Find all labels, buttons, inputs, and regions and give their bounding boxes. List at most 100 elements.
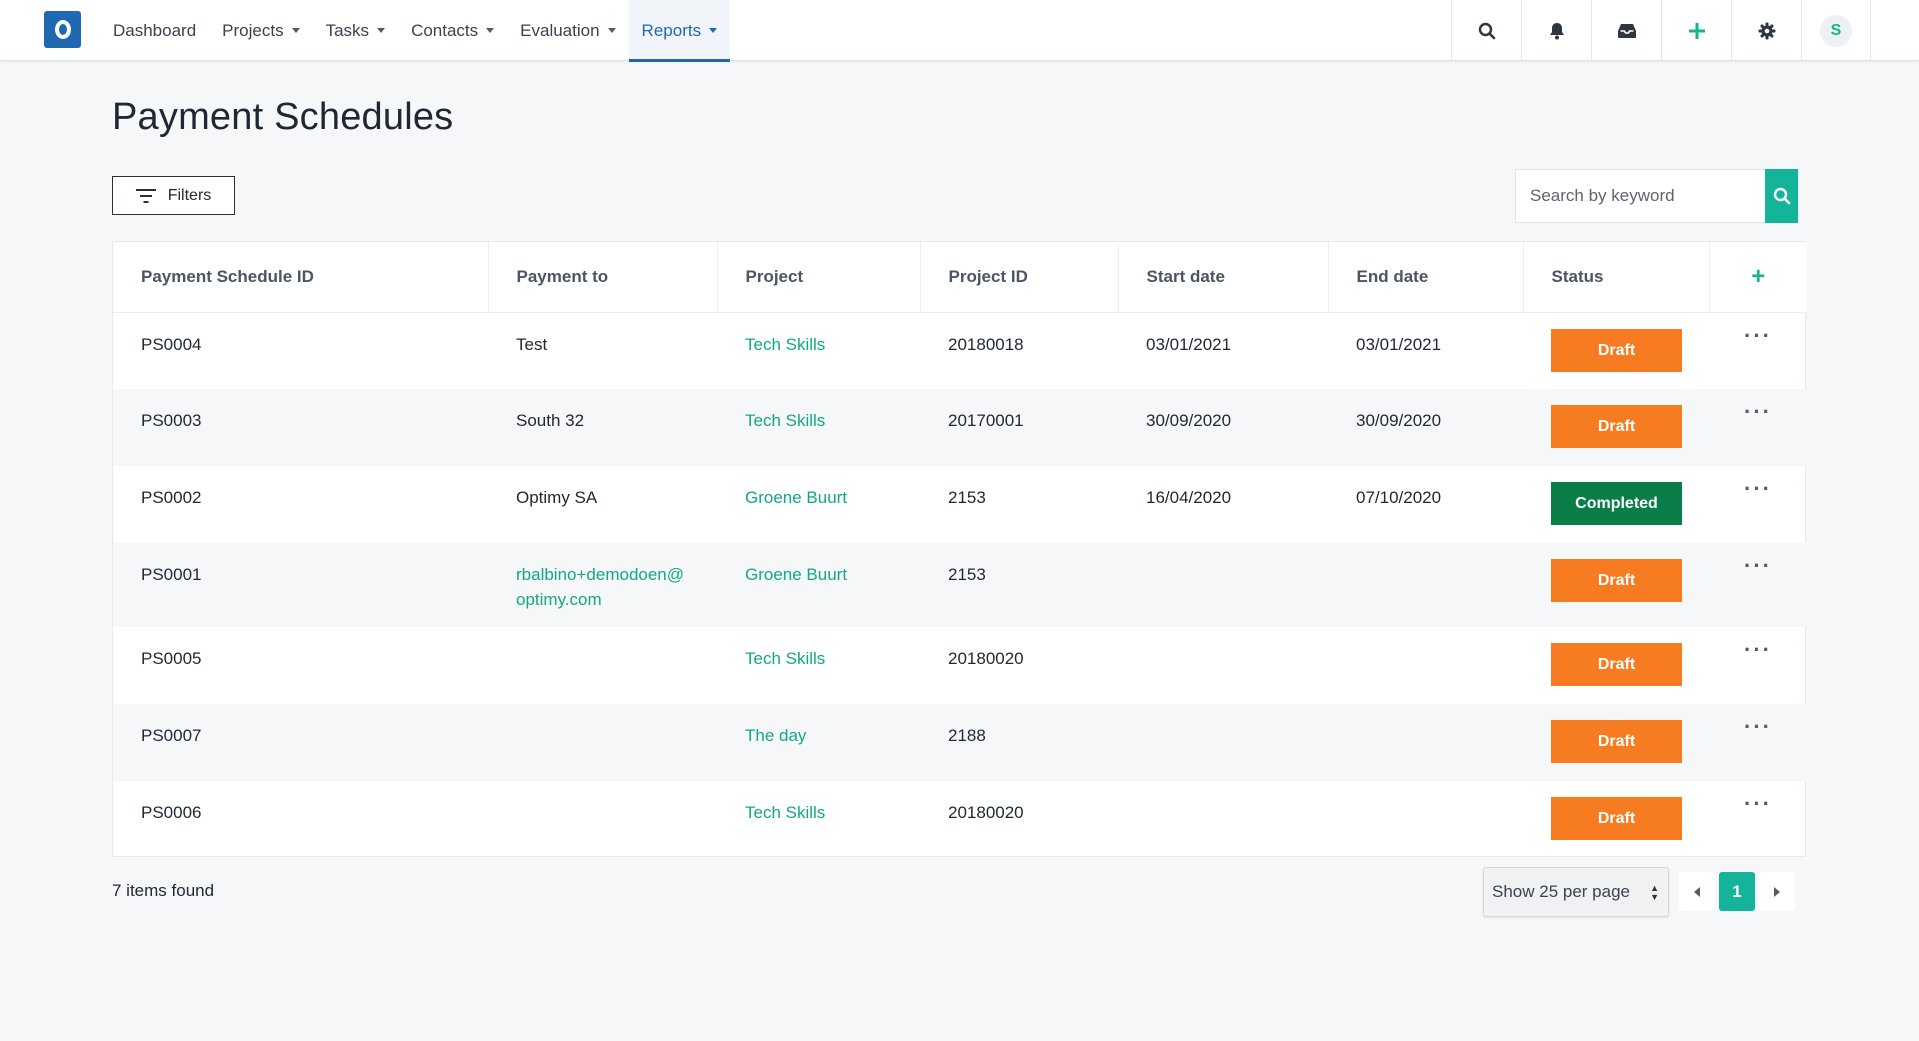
avatar: S (1820, 14, 1852, 47)
table-row[interactable]: PS0001 rbalbino+demodoen@ optimy.com Groen… (113, 543, 1807, 627)
more-actions-icon[interactable]: ··· (1744, 714, 1772, 739)
settings-button[interactable] (1731, 0, 1801, 61)
nav-item-label: Contacts (411, 20, 479, 40)
inbox-button[interactable] (1591, 0, 1661, 61)
nav-item-label: Evaluation (520, 20, 600, 40)
column-header[interactable]: End date (1328, 242, 1524, 313)
status-cell: Draft (1523, 704, 1709, 781)
row-actions-cell: ··· (1709, 781, 1807, 858)
status-badge: Draft (1551, 720, 1682, 763)
search-submit-button[interactable] (1765, 169, 1798, 223)
page-number-button[interactable]: 1 (1719, 872, 1755, 911)
end-date-cell (1328, 627, 1523, 704)
row-actions-cell: ··· (1709, 704, 1807, 781)
end-date-cell (1328, 781, 1523, 858)
payment-to-cell[interactable]: rbalbino+demodoen@ optimy.com (516, 565, 685, 609)
more-actions-icon[interactable]: ··· (1744, 553, 1772, 578)
project-link[interactable]: Tech Skills (745, 334, 826, 354)
status-cell: Draft (1523, 312, 1709, 389)
nav-item-tasks[interactable]: Tasks (313, 0, 398, 61)
end-date-cell (1328, 543, 1523, 627)
search-input[interactable] (1515, 169, 1765, 223)
app-logo[interactable] (44, 11, 81, 48)
start-date-cell: 03/01/2021 (1146, 334, 1232, 354)
start-date-cell (1118, 704, 1328, 781)
status-badge: Completed (1551, 482, 1682, 525)
table-row[interactable]: PS0007 The day 2188 Draft ··· (113, 704, 1807, 781)
column-header[interactable]: Payment to (488, 242, 718, 313)
table-row[interactable]: PS0006 Tech Skills 20180020 Draft ··· (113, 781, 1807, 858)
schedule-id-cell: PS0004 (141, 334, 202, 354)
project-link[interactable]: Groene Buurt (745, 565, 848, 584)
search-button[interactable] (1451, 0, 1521, 61)
caret-down-icon (709, 28, 718, 33)
column-header[interactable]: Status (1523, 242, 1710, 313)
end-date-cell: 07/10/2020 (1356, 488, 1442, 507)
filters-button[interactable]: Filters (112, 176, 235, 215)
more-actions-icon[interactable]: ··· (1744, 399, 1772, 424)
more-actions-icon[interactable]: ··· (1744, 791, 1772, 816)
status-badge: Draft (1551, 405, 1682, 448)
more-actions-icon[interactable]: ··· (1744, 637, 1772, 662)
column-header[interactable]: Payment Schedule ID (113, 242, 489, 313)
status-cell: Draft (1523, 627, 1709, 704)
nav-item-projects[interactable]: Projects (209, 0, 312, 61)
caret-down-icon (607, 28, 616, 33)
start-date-cell (1118, 543, 1328, 627)
project-link[interactable]: Tech Skills (745, 411, 826, 430)
more-actions-icon[interactable]: ··· (1744, 476, 1772, 501)
end-date-cell: 30/09/2020 (1356, 411, 1442, 430)
plus-icon: + (1751, 262, 1766, 290)
gear-icon (1758, 22, 1775, 39)
project-link[interactable]: Groene Buurt (745, 488, 848, 507)
project-link[interactable]: Tech Skills (745, 803, 826, 822)
filter-icon (135, 188, 156, 203)
user-menu-button[interactable]: S (1801, 0, 1871, 61)
table-row[interactable]: PS0004 Test Tech Skills 20180018 03/01/2021 0… (113, 312, 1807, 389)
add-column-button[interactable]: + (1709, 242, 1807, 313)
nav-item-reports[interactable]: Reports (628, 0, 731, 62)
payment-schedules-table-card: Payment Schedule ID Payment to Project Proj… (112, 241, 1807, 858)
payment-to-cell (488, 704, 717, 781)
create-button[interactable] (1661, 0, 1731, 61)
nav-item-label: Reports (641, 20, 702, 40)
project-id-cell: 20180020 (948, 649, 1024, 668)
row-actions-cell: ··· (1709, 312, 1807, 389)
caret-left-icon (1694, 886, 1700, 897)
next-page-button[interactable] (1759, 872, 1795, 911)
project-link[interactable]: Tech Skills (745, 649, 826, 668)
nav-item-evaluation[interactable]: Evaluation (507, 0, 628, 61)
status-badge: Draft (1551, 643, 1682, 686)
more-actions-icon[interactable]: ··· (1744, 322, 1772, 348)
toolbar-icons: S (1451, 0, 1871, 61)
column-header[interactable]: Project ID (920, 242, 1119, 313)
nav-item-dashboard[interactable]: Dashboard (100, 0, 209, 61)
status-cell: Draft (1523, 543, 1709, 627)
notifications-button[interactable] (1521, 0, 1591, 61)
column-header[interactable]: Project (717, 242, 921, 313)
table-row[interactable]: PS0002 Optimy SA Groene Buurt 2153 16/04/202… (113, 466, 1807, 543)
caret-down-icon (377, 28, 386, 33)
row-actions-cell: ··· (1709, 543, 1807, 627)
top-navigation-bar: Dashboard Projects Tasks Contacts Evaluation… (0, 0, 1919, 62)
table-row[interactable]: PS0003 South 32 Tech Skills 20170001 30/09/2… (113, 389, 1807, 466)
row-actions-cell: ··· (1709, 627, 1807, 704)
row-actions-cell: ··· (1709, 466, 1807, 543)
status-cell: Draft (1523, 389, 1709, 466)
search-icon (1773, 187, 1790, 205)
table-row[interactable]: PS0005 Tech Skills 20180020 Draft ··· (113, 627, 1807, 704)
inbox-icon (1617, 23, 1636, 38)
end-date-cell (1328, 704, 1523, 781)
per-page-select[interactable]: Show 25 per page ▲ ▼ (1483, 867, 1669, 917)
row-actions-cell: ··· (1709, 389, 1807, 466)
search-icon (1478, 22, 1495, 39)
pagination: 1 (1679, 872, 1795, 911)
column-header[interactable]: Start date (1118, 242, 1329, 313)
prev-page-button[interactable] (1679, 872, 1715, 911)
nav-item-contacts[interactable]: Contacts (398, 0, 507, 61)
main-nav: Dashboard Projects Tasks Contacts Evaluation… (100, 0, 731, 62)
schedule-id-cell: PS0002 (141, 488, 202, 507)
nav-item-label: Tasks (325, 20, 370, 40)
project-link[interactable]: The day (745, 726, 807, 745)
start-date-cell (1118, 781, 1328, 858)
